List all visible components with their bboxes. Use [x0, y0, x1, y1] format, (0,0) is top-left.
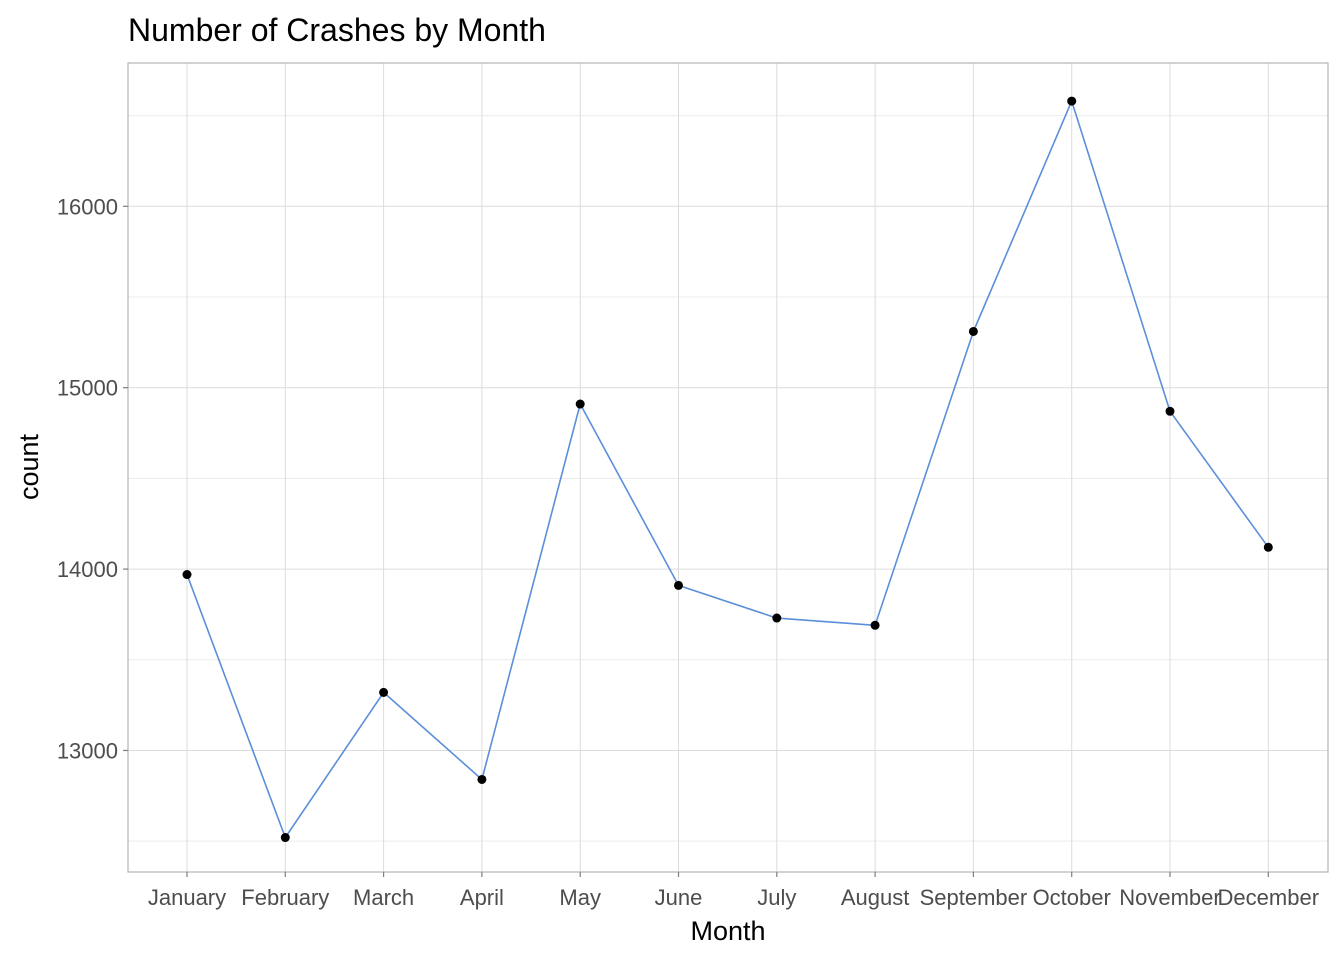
y-tick-label: 16000 — [57, 194, 118, 219]
data-point — [379, 687, 389, 697]
data-points-layer — [182, 96, 1273, 843]
series-line — [186, 100, 1269, 839]
data-point — [1263, 542, 1273, 552]
data-point — [575, 399, 585, 409]
y-tick-label: 13000 — [57, 738, 118, 763]
x-tick-label: April — [460, 885, 504, 910]
series-line-layer — [186, 100, 1269, 839]
tick-labels: 13000 14000 15000 16000 January February March… — [57, 194, 1319, 910]
x-tick-label: February — [241, 885, 329, 910]
x-tick-label: October — [1033, 885, 1111, 910]
chart-title: Number of Crashes by Month — [128, 12, 546, 48]
data-point — [968, 326, 978, 336]
x-tick-label: August — [841, 885, 910, 910]
y-tick-label: 15000 — [57, 376, 118, 401]
x-axis-title: Month — [690, 916, 765, 946]
data-point — [477, 774, 487, 784]
axis-ticks — [123, 205, 1269, 877]
x-tick-label: November — [1119, 885, 1220, 910]
grid-lines — [128, 63, 1328, 872]
data-point — [182, 570, 192, 580]
x-tick-label: January — [148, 885, 226, 910]
plot-panel — [127, 62, 1329, 873]
x-tick-label: June — [655, 885, 703, 910]
x-tick-label: May — [559, 885, 601, 910]
y-tick-label: 14000 — [57, 557, 118, 582]
x-tick-label: December — [1218, 885, 1319, 910]
data-point — [1165, 406, 1175, 416]
data-point — [870, 620, 880, 630]
y-axis-title: count — [14, 433, 44, 500]
x-tick-label: March — [353, 885, 414, 910]
data-point — [280, 833, 290, 843]
data-point — [1067, 96, 1077, 106]
data-point — [772, 613, 782, 623]
data-point — [674, 580, 683, 590]
x-tick-label: July — [757, 885, 796, 910]
x-tick-label: September — [920, 885, 1028, 910]
